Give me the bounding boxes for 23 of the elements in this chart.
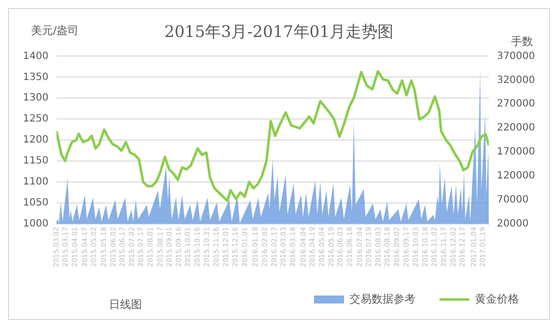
y2-tick-label: 220000 <box>496 122 536 134</box>
text: 日线图 <box>109 298 142 311</box>
y-tick-label: 1000 <box>22 218 48 230</box>
y-tick-label: 1200 <box>22 134 48 146</box>
y2-tick-label: 320000 <box>496 74 536 86</box>
y-axis-title: 美元/盎司 <box>31 24 79 37</box>
y-tick-label: 1150 <box>22 156 48 167</box>
y-tick-label: 1300 <box>22 92 48 104</box>
legend-label: 交易数据参考 <box>350 292 416 306</box>
y2-tick-label: 270000 <box>496 98 536 110</box>
y2-tick-label: 170000 <box>496 146 536 158</box>
chart-title: 2015年3月-2017年01月走势图 <box>164 22 394 41</box>
y2-tick-label: 70000 <box>496 194 529 206</box>
y2-axis-title: 手数 <box>511 35 533 48</box>
y2-tick-label: 370000 <box>496 50 536 62</box>
y-tick-label: 1400 <box>22 50 48 62</box>
y-tick-label: 1100 <box>22 176 48 188</box>
y-tick-label: 1250 <box>22 114 48 125</box>
y2-tick-label: 120000 <box>496 170 536 182</box>
y-tick-label: 1050 <box>22 198 48 209</box>
y2-tick-label: 20000 <box>496 218 529 230</box>
legend-label: 黄金价格 <box>475 292 519 306</box>
y-tick-label: 1350 <box>22 72 48 83</box>
